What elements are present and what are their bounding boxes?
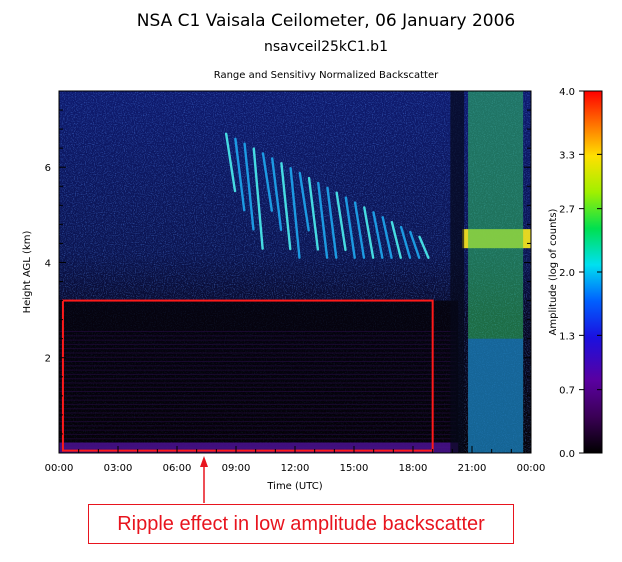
y-axis-label: Height AGL (km) xyxy=(22,231,33,314)
annotation-text: Ripple effect in low amplitude backscatt… xyxy=(117,512,485,535)
cloud-streak xyxy=(224,132,237,193)
heatmap-features xyxy=(59,91,531,453)
colorbar-tick-label: 1.3 xyxy=(559,331,575,342)
cloud-streak xyxy=(243,142,255,231)
x-tick-label: 18:00 xyxy=(399,463,428,474)
cloud-streak xyxy=(252,147,264,250)
highlight-region xyxy=(61,299,434,452)
x-tick-label: 00:00 xyxy=(517,463,546,474)
backscatter-heatmap xyxy=(59,91,531,453)
cloud-streak xyxy=(280,162,292,251)
y-tick-label: 2 xyxy=(45,354,51,365)
surface-return xyxy=(59,442,459,453)
cloud-streak xyxy=(390,220,402,259)
cloud-streak xyxy=(261,152,274,212)
cloud-streak xyxy=(335,191,347,252)
x-tick-label: 09:00 xyxy=(222,463,251,474)
x-axis: 00:00 03:00 06:00 09:00 12:00 15:00 18:00 21:00… xyxy=(45,446,546,474)
x-axis-label: Time (UTC) xyxy=(266,481,322,492)
colorbar-tick-label: 2.7 xyxy=(559,205,575,216)
x-tick-label: 06:00 xyxy=(163,463,192,474)
cloud-streak xyxy=(344,196,356,259)
cloud-streak xyxy=(399,225,412,259)
chart-title: NSA C1 Vaisala Ceilometer, 06 January 20… xyxy=(137,11,515,31)
x-tick-label: 15:00 xyxy=(340,463,369,474)
annotation-box: Ripple effect in low amplitude backscatt… xyxy=(88,504,514,544)
cloud-streak xyxy=(326,186,338,259)
x-tick-label: 12:00 xyxy=(281,463,310,474)
y-tick-label: 4 xyxy=(45,258,51,269)
cloud-streak xyxy=(363,206,375,259)
cloud-streak xyxy=(409,230,421,259)
cloud-streak xyxy=(372,211,384,259)
x-tick-label: 03:00 xyxy=(104,463,133,474)
x-tick-label: 21:00 xyxy=(458,463,487,474)
cloud-streak xyxy=(381,216,393,259)
cloud-streak xyxy=(418,235,430,259)
y-axis: 2 4 6 xyxy=(45,109,531,435)
cloud-streak xyxy=(317,181,329,259)
y-tick-label: 6 xyxy=(45,163,51,174)
clear-column xyxy=(450,91,465,453)
cloud-streak xyxy=(353,201,366,259)
cloud-streak xyxy=(307,176,320,251)
cloud-streak xyxy=(289,167,301,259)
colorbar-tick-label: 0.7 xyxy=(559,386,575,397)
colorbar-tick-label: 2.0 xyxy=(559,268,575,279)
precipitation-lower xyxy=(468,338,524,453)
colorbar-tick-label: 3.3 xyxy=(559,150,575,161)
low-amplitude-region xyxy=(59,300,459,453)
chart-subtitle: nsavceil25kC1.b1 xyxy=(264,39,388,55)
colorbar-axis: 4.0 3.3 2.7 2.0 1.3 0.7 0.0 xyxy=(559,87,602,460)
cloud-streak xyxy=(271,157,283,232)
cloud-streak xyxy=(298,171,310,232)
plot-title: Range and Sensitivy Normalized Backscatt… xyxy=(214,70,439,81)
cloud-streak xyxy=(234,137,246,212)
colorbar-tick-label: 4.0 xyxy=(559,87,575,98)
colorbar-label: Amplitude (log of counts) xyxy=(548,208,559,335)
colorbar-tick-label: 0.0 xyxy=(559,449,575,460)
annotation-arrow-head xyxy=(200,456,208,467)
x-tick-label: 00:00 xyxy=(45,463,74,474)
